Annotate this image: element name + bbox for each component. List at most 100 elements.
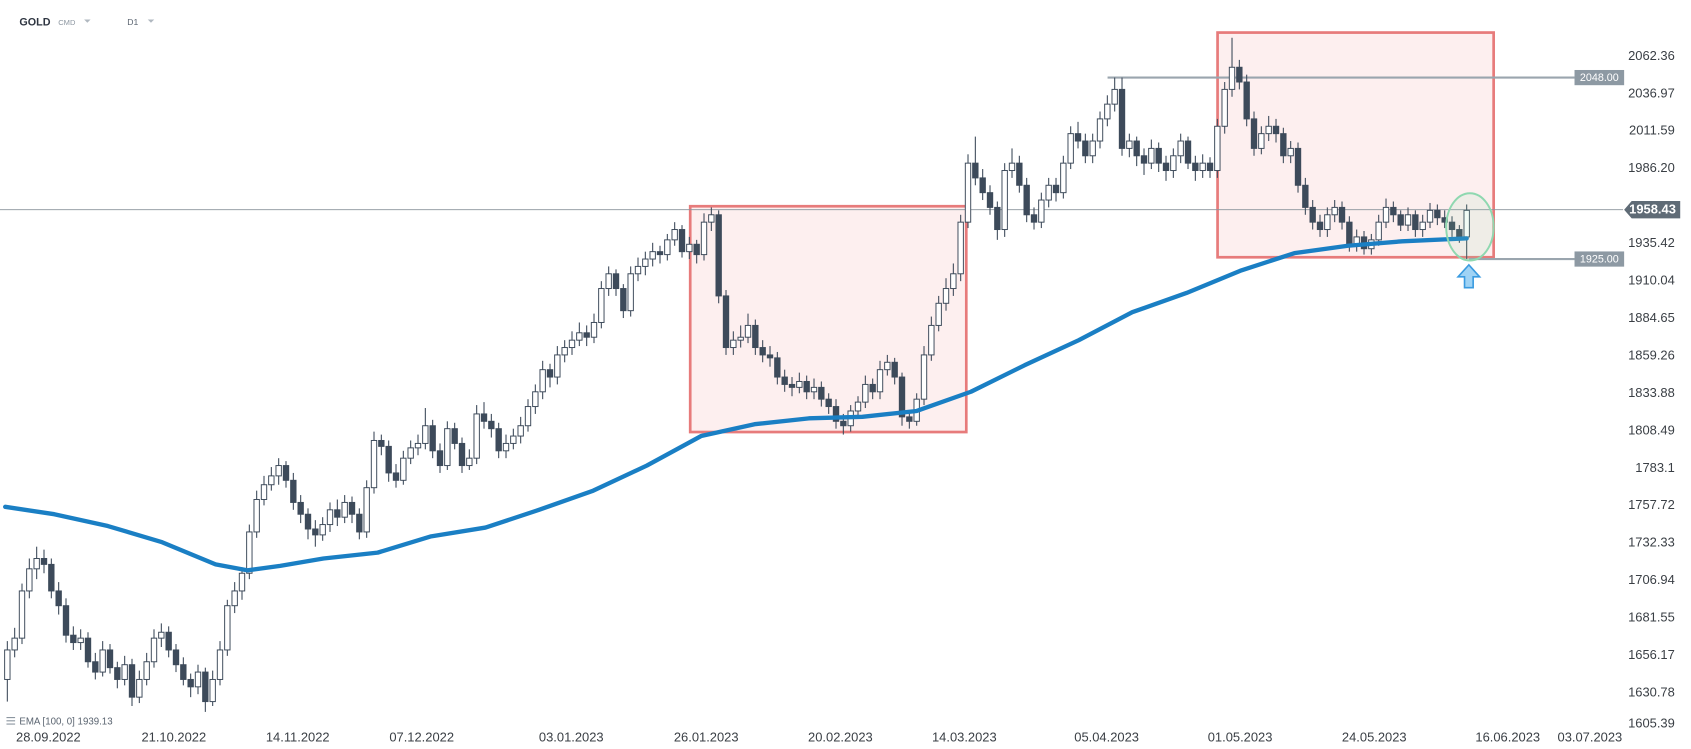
candle-body xyxy=(1133,140,1140,157)
symbol[interactable]: GOLD xyxy=(19,17,50,29)
candle-body xyxy=(1030,214,1038,223)
candle-body xyxy=(1331,206,1338,216)
last-price-label: 1958.43 xyxy=(1629,202,1676,217)
candle-body xyxy=(862,383,869,403)
last-price-tag xyxy=(1624,201,1681,219)
candle-body xyxy=(356,513,363,533)
candle-body xyxy=(150,637,158,663)
x-tick-label: 14.11.2022 xyxy=(266,730,330,745)
candle-body xyxy=(1434,209,1441,219)
candle-body xyxy=(1309,206,1316,223)
candle-body xyxy=(994,206,1001,231)
candle-body xyxy=(708,214,715,223)
candle-body xyxy=(715,214,722,297)
candle-body xyxy=(832,406,840,422)
candle-body xyxy=(979,177,986,194)
x-tick-label: 24.05.2023 xyxy=(1342,730,1407,745)
candle-body xyxy=(1192,162,1199,172)
candle-body xyxy=(1397,214,1404,226)
candle-body xyxy=(1074,133,1082,142)
x-tick-label: 26.01.2023 xyxy=(674,730,739,745)
legend-icon xyxy=(6,716,16,725)
candle-body xyxy=(539,369,546,393)
candle-body xyxy=(1250,118,1258,149)
dropdown-icon[interactable] xyxy=(147,19,155,23)
candle-body xyxy=(1316,221,1324,231)
candle-body xyxy=(92,661,99,673)
candle-body xyxy=(297,501,304,515)
candle-body xyxy=(671,229,678,241)
candle-body xyxy=(1214,125,1221,172)
y-tick-label: 1656.17 xyxy=(1628,647,1675,662)
candle-body xyxy=(70,634,77,644)
x-tick-label: 20.02.2023 xyxy=(808,730,873,745)
ema-label: EMA [100, 0] 1939.13 xyxy=(19,716,112,727)
x-tick-label: 01.05.2023 xyxy=(1208,730,1273,745)
candle-body xyxy=(986,192,994,208)
candle-body xyxy=(869,383,876,393)
candle-body xyxy=(1023,184,1030,216)
candle-body xyxy=(700,221,708,256)
candle-body xyxy=(216,649,224,680)
candle-body xyxy=(1338,206,1346,223)
y-tick-label: 1986.20 xyxy=(1628,160,1675,175)
candle-body xyxy=(422,425,429,444)
candle-body xyxy=(444,428,451,467)
candle-body xyxy=(1412,214,1419,231)
candle-body xyxy=(165,631,172,651)
candle-body xyxy=(950,273,957,290)
candle-body xyxy=(1067,133,1074,164)
candle-body xyxy=(451,428,458,444)
candle-body xyxy=(458,442,466,467)
candle-body xyxy=(1060,162,1067,194)
candle-body xyxy=(818,386,825,400)
candle-body xyxy=(1448,221,1456,231)
candle-body xyxy=(304,513,312,530)
y-tick-label: 1884.65 xyxy=(1628,310,1675,325)
x-tick-label: 03.07.2023 xyxy=(1558,730,1623,745)
candle-body xyxy=(319,524,326,536)
candle-body xyxy=(1426,209,1434,223)
y-tick-label: 1757.72 xyxy=(1628,497,1675,512)
candle-body xyxy=(605,273,612,290)
candle-body xyxy=(935,302,942,326)
candle-body xyxy=(334,509,341,518)
candle-body xyxy=(649,251,656,260)
candle-body xyxy=(788,383,796,388)
y-tick-label: 1935.42 xyxy=(1628,235,1675,250)
x-tick-label: 14.03.2023 xyxy=(932,730,997,745)
candle-body xyxy=(1346,221,1353,245)
candle-body xyxy=(378,439,385,447)
y-tick-label: 1732.33 xyxy=(1628,535,1675,550)
interval[interactable]: D1 xyxy=(127,17,138,27)
candles xyxy=(4,37,1470,712)
candle-body xyxy=(906,416,913,422)
candle-body xyxy=(1177,140,1184,157)
candle-body xyxy=(583,332,590,338)
candle-body xyxy=(180,664,187,680)
candle-body xyxy=(1272,125,1280,135)
x-tick-label: 16.06.2023 xyxy=(1475,730,1540,745)
candle-body xyxy=(466,457,473,467)
candle-body xyxy=(840,420,847,427)
y-tick-label: 2036.97 xyxy=(1628,85,1675,100)
candle-body xyxy=(238,572,246,592)
candle-body xyxy=(385,445,392,474)
candle-body xyxy=(158,631,165,639)
candle-body xyxy=(920,354,928,400)
candle-body xyxy=(495,428,502,452)
candle-body xyxy=(77,637,84,644)
highlight-ellipse xyxy=(1445,192,1495,262)
candle-body xyxy=(1096,118,1104,142)
candle-body xyxy=(898,376,906,418)
y-tick-label: 1859.26 xyxy=(1628,347,1675,362)
candle-body xyxy=(136,678,143,698)
candle-body xyxy=(1126,140,1133,149)
candle-body xyxy=(634,265,642,275)
dropdown-icon[interactable] xyxy=(84,19,91,23)
candle-body xyxy=(326,509,334,526)
candle-body xyxy=(26,568,33,592)
candle-body xyxy=(1140,155,1148,164)
market: CMD xyxy=(58,18,76,27)
